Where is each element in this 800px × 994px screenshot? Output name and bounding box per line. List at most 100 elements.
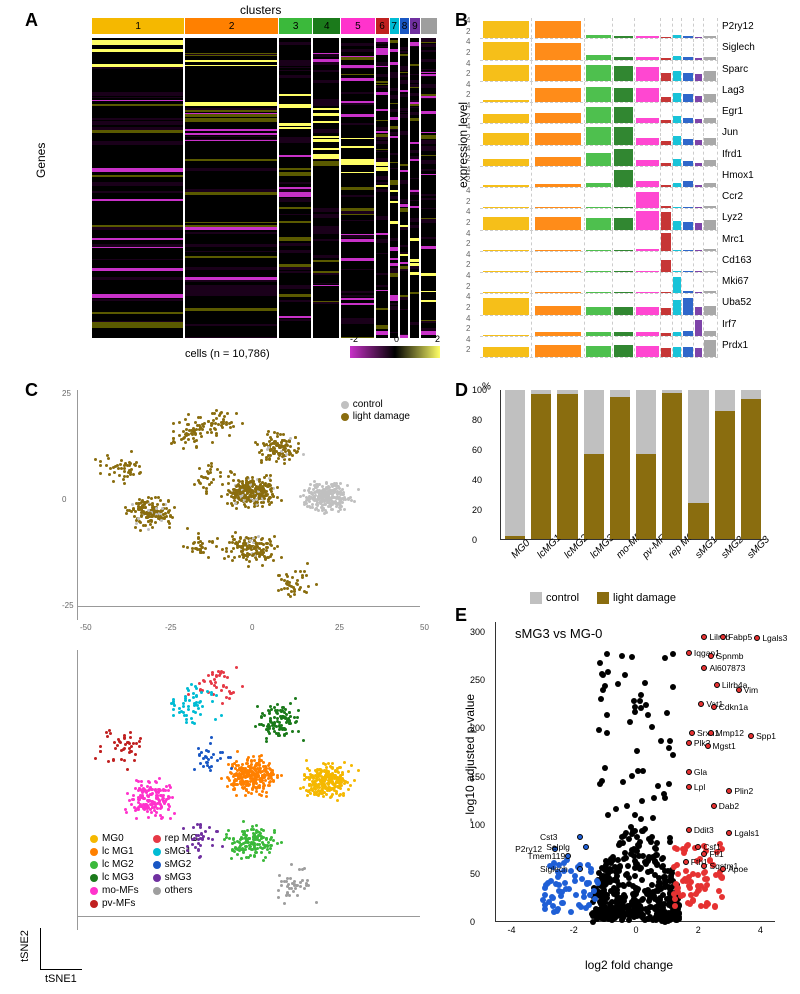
legend-item: sMG3	[153, 872, 198, 883]
legend-item: pv-MFs	[90, 898, 139, 909]
expr-row: Sparc42	[480, 61, 718, 82]
legend-light-damage: light damage	[597, 592, 676, 604]
expr-row: Ccr242	[480, 188, 718, 209]
cluster-bar: 123456789	[92, 18, 438, 34]
bar-column: pv-MFs	[636, 390, 656, 539]
panel-e-volcano: sMG3 vs MG-0 -4-2024050100150200250300Li…	[455, 612, 785, 972]
gene-label: Apoe	[728, 864, 748, 874]
expr-row: Lyz242	[480, 209, 718, 230]
axis-y	[60, 390, 78, 620]
gene-label: Siglech	[540, 864, 568, 874]
cluster-header: 3	[279, 18, 314, 34]
cluster-header: 9	[410, 18, 420, 34]
gene-label: Fabp5	[728, 632, 752, 642]
bar-column: MG0	[505, 390, 525, 539]
tsne-top-legend: control light damage	[341, 398, 410, 423]
legend-control: control	[530, 592, 579, 604]
gene-label: Jun	[718, 127, 768, 138]
cluster-header: 2	[185, 18, 278, 34]
gene-label: Cst3	[540, 832, 557, 842]
panel-c-label: C	[25, 380, 38, 401]
panel-a-label: A	[25, 10, 38, 31]
bar-column: mo-MFs	[610, 390, 630, 539]
gene-label: Mgst1	[713, 741, 736, 751]
expr-row: Siglech42	[480, 39, 718, 60]
cluster-header: 4	[313, 18, 341, 34]
gene-label: Dab2	[719, 801, 739, 811]
legend-control: control	[341, 399, 410, 410]
expr-row: Lag342	[480, 82, 718, 103]
bar-column: lcMG3	[584, 390, 604, 539]
colorbar-ticks: -2 0 2	[350, 334, 440, 344]
gene-label: Mrc1	[718, 234, 768, 245]
heatmap-colorbar	[350, 346, 440, 358]
legend-item: MG0	[90, 833, 139, 844]
cluster-header: 8	[400, 18, 410, 34]
gene-label: Lag3	[718, 85, 768, 96]
legend-item: lc MG2	[90, 859, 139, 870]
axis-y	[60, 650, 78, 930]
gene-label: Gpnmb	[716, 651, 744, 661]
panel-c-tsne: control light damage -50-2502550-25025 M…	[40, 390, 430, 970]
gene-label: Cd163	[718, 255, 768, 266]
axis-x	[78, 606, 420, 620]
expr-row: Prdx142	[480, 337, 718, 358]
gene-label: Ifrd1	[718, 149, 768, 160]
expr-rows: P2ry1242Siglech42Sparc42Lag342Egr142Jun4…	[480, 18, 718, 358]
heatmap-ylabel: Genes	[34, 143, 48, 178]
gene-label: Lgals3	[762, 633, 787, 643]
gene-label: Ddit3	[694, 825, 714, 835]
expr-row: P2ry1242	[480, 18, 718, 39]
gene-label: Uba52	[718, 297, 768, 308]
legend-light-damage: light damage	[341, 411, 410, 422]
tsne1-label: tSNE1	[45, 973, 77, 985]
expr-row: Egr142	[480, 103, 718, 124]
cluster-header	[421, 18, 438, 34]
expr-row: Hmox142	[480, 167, 718, 188]
expr-row: Uba5242	[480, 294, 718, 315]
tsne2-label: tSNE2	[19, 930, 31, 962]
gene-label: Gla	[694, 767, 707, 777]
expr-row: Ifrd142	[480, 146, 718, 167]
category-label: MG0	[509, 538, 532, 561]
expr-row: Irf742	[480, 316, 718, 337]
tsne-plot-condition: control light damage -50-2502550-25025	[60, 390, 420, 620]
gene-label: Selplg	[546, 842, 570, 852]
tsne-axis-labels: tSNE2 tSNE1	[40, 928, 82, 970]
gene-label: Spp1	[756, 731, 776, 741]
gene-label: Plin2	[734, 786, 753, 796]
legend-item: lc MG1	[90, 846, 139, 857]
panel-d-label: D	[455, 380, 468, 401]
volcano-ylabel: - log10 adjusted p-value	[463, 694, 477, 822]
cluster-header: 5	[341, 18, 376, 34]
bar-column: rep MG	[662, 390, 682, 539]
gene-label: P2ry12	[718, 21, 768, 32]
bar-column: lcMG1	[531, 390, 551, 539]
cluster-header: 6	[376, 18, 390, 34]
gene-label: Ccr2	[718, 191, 768, 202]
gene-label: Vim	[744, 685, 759, 695]
bar-column: sMG3	[741, 390, 761, 539]
gene-label: Al607873	[709, 663, 745, 673]
expr-row: Mki6742	[480, 273, 718, 294]
legend-item: sMG1	[153, 846, 198, 857]
d-legend: control light damage	[530, 592, 676, 604]
panel-d-stackbar: % MG0lcMG1lcMG2lcMG3mo-MFspv-MFsrep MGsM…	[470, 390, 765, 600]
volcano-plot: -4-2024050100150200250300Lilr4bFabp5Lgal…	[495, 622, 775, 922]
cluster-header: 7	[390, 18, 400, 34]
gene-label: Siglech	[718, 42, 768, 53]
gene-label: Ftl1	[709, 849, 723, 859]
bar-column: lcMG2	[557, 390, 577, 539]
gene-label: Egr1	[718, 106, 768, 117]
gene-label: Mki67	[718, 276, 768, 287]
cluster-header: 1	[92, 18, 185, 34]
expr-row: Cd16342	[480, 252, 718, 273]
gene-label: Lpl	[694, 782, 705, 792]
panel-a-heatmap: clusters 123456789 Genes cells (n = 10,7…	[40, 18, 440, 358]
gene-label: Mmp12	[716, 728, 744, 738]
tsne-plot-clusters: MG0rep MGlc MG1sMG1lc MG2sMG2lc MG3sMG3m…	[60, 650, 420, 930]
legend-item: mo-MFs	[90, 885, 139, 896]
bar-column: sMG1	[688, 390, 708, 539]
expr-row: Jun42	[480, 124, 718, 145]
clusters-title: clusters	[240, 3, 281, 17]
